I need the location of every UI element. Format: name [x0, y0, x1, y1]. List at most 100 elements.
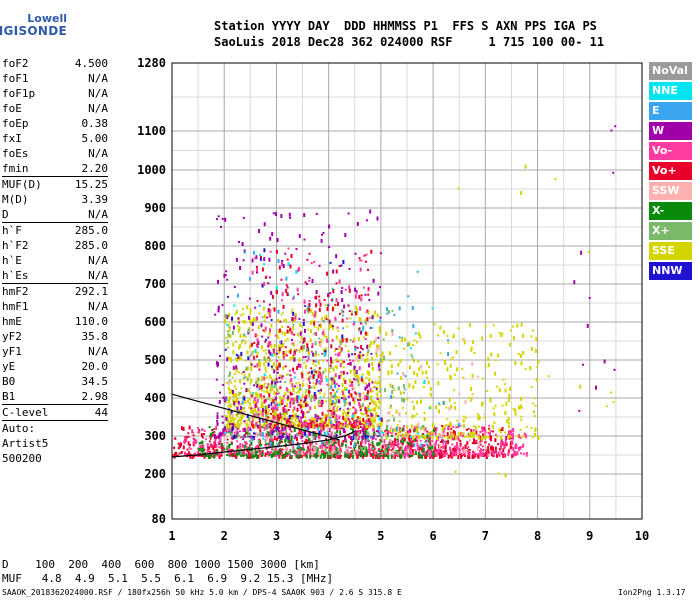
data-point: [443, 359, 446, 364]
data-point: [455, 435, 457, 440]
data-point: [306, 360, 309, 363]
data-point: [264, 443, 267, 446]
data-point: [460, 452, 463, 455]
data-point: [519, 354, 522, 358]
data-point: [349, 369, 352, 374]
data-point: [463, 340, 466, 345]
data-point: [227, 405, 230, 408]
data-point: [173, 446, 176, 449]
data-point: [307, 355, 310, 358]
data-point: [345, 338, 348, 343]
data-point: [293, 342, 295, 347]
data-point: [220, 225, 222, 228]
data-point: [516, 435, 519, 438]
data-point: [338, 338, 341, 343]
data-point: [300, 372, 303, 375]
data-point: [271, 413, 274, 416]
data-point: [440, 446, 442, 449]
data-point: [365, 455, 368, 457]
data-point: [236, 445, 239, 450]
data-point: [376, 313, 379, 318]
data-point: [374, 455, 377, 459]
x-tick-label: 6: [429, 529, 436, 543]
data-point: [487, 363, 490, 367]
data-point: [290, 435, 293, 440]
data-point: [283, 405, 286, 408]
data-point: [330, 357, 332, 361]
data-point: [318, 370, 321, 375]
data-point: [479, 443, 482, 446]
data-point: [268, 349, 271, 354]
data-point: [384, 449, 387, 454]
data-point: [241, 372, 243, 375]
data-point: [226, 438, 229, 441]
data-point: [292, 440, 295, 445]
data-point: [360, 455, 363, 457]
data-point: [211, 435, 214, 438]
data-point: [347, 446, 350, 449]
data-point: [211, 431, 214, 434]
data-point: [253, 342, 256, 344]
data-point: [530, 385, 533, 388]
data-point: [257, 445, 260, 450]
data-point: [224, 217, 227, 222]
data-point: [282, 343, 285, 347]
data-point: [236, 359, 239, 362]
data-point: [182, 427, 185, 431]
data-point: [327, 450, 330, 455]
data-point: [321, 417, 323, 420]
data-point: [330, 441, 333, 444]
data-point: [423, 417, 426, 421]
param-value: 0.38: [81, 117, 109, 130]
data-point: [337, 441, 340, 446]
data-point: [226, 330, 229, 333]
data-point: [496, 385, 499, 388]
data-point: [481, 426, 484, 431]
data-point: [415, 439, 418, 442]
param-row: yF1 N/A: [2, 344, 108, 359]
data-point: [270, 323, 273, 328]
data-point: [417, 452, 420, 457]
data-point: [330, 444, 333, 447]
data-point: [344, 398, 347, 401]
data-point: [357, 425, 360, 430]
data-point: [305, 348, 308, 353]
data-point: [252, 432, 255, 435]
data-point: [305, 430, 308, 433]
data-point: [266, 316, 269, 319]
data-point: [253, 365, 256, 368]
data-point: [260, 395, 263, 400]
data-point: [416, 341, 418, 344]
data-point: [198, 430, 201, 433]
data-point: [261, 267, 264, 272]
data-point: [458, 432, 460, 434]
data-point: [389, 405, 392, 410]
data-point: [278, 328, 281, 331]
data-point: [300, 345, 303, 350]
data-point: [201, 440, 204, 445]
data-point: [437, 410, 440, 413]
data-point: [408, 448, 411, 453]
data-point: [462, 415, 465, 418]
data-point: [230, 418, 233, 423]
data-point: [482, 433, 485, 436]
data-point: [217, 215, 220, 218]
data-point: [377, 336, 380, 339]
data-point: [240, 341, 243, 344]
data-point: [411, 441, 414, 443]
data-point: [367, 289, 370, 292]
data-point: [442, 451, 445, 454]
data-point: [378, 432, 381, 437]
data-point: [341, 298, 344, 302]
data-point: [411, 305, 414, 310]
data-point: [229, 452, 232, 455]
data-point: [275, 285, 278, 290]
data-point: [507, 452, 510, 457]
data-point: [270, 397, 273, 402]
data-point: [184, 451, 186, 456]
data-point: [361, 413, 364, 416]
data-point: [277, 452, 280, 455]
data-point: [275, 364, 278, 369]
data-point: [273, 343, 276, 348]
data-point: [368, 363, 371, 368]
